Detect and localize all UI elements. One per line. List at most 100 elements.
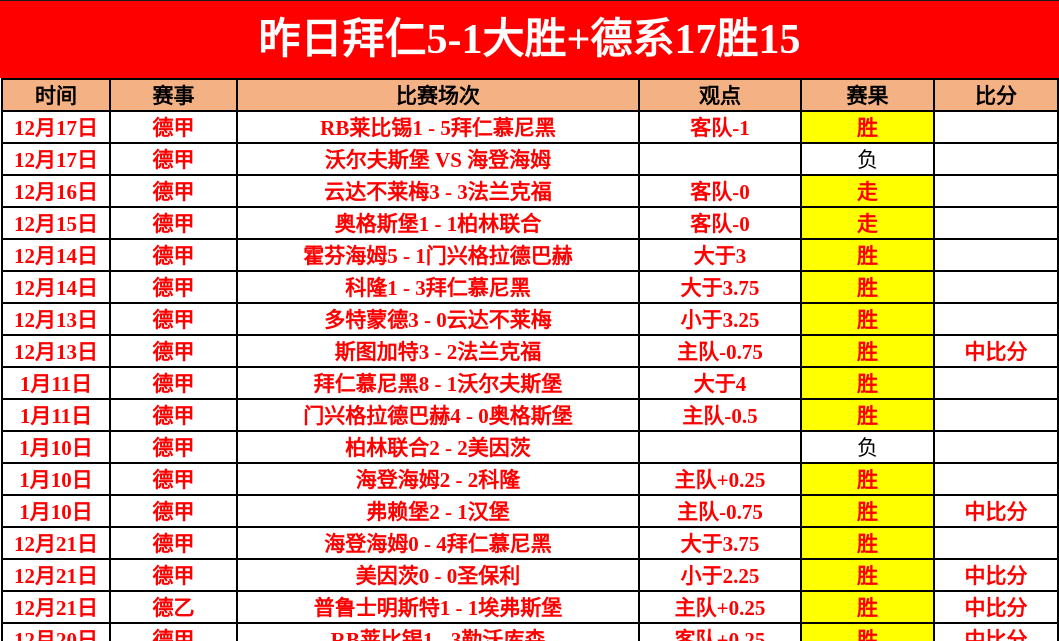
match-cell: 柏林联合2 - 2美因茨 <box>236 430 640 464</box>
score-cell <box>933 366 1059 400</box>
league-cell: 德甲 <box>109 238 238 272</box>
view-cell <box>638 142 802 176</box>
view-cell: 小于3.25 <box>638 302 802 336</box>
result-cell: 负 <box>800 142 935 176</box>
match-cell: 多特蒙德3 - 0云达不莱梅 <box>236 302 640 336</box>
score-cell <box>933 270 1059 304</box>
league-cell: 德甲 <box>109 110 238 144</box>
date-cell: 1月10日 <box>1 494 111 528</box>
view-cell: 主队-0.75 <box>638 334 802 368</box>
result-cell: 胜 <box>800 334 935 368</box>
view-cell: 大于4 <box>638 366 802 400</box>
league-cell: 德甲 <box>109 206 238 240</box>
league-cell: 德乙 <box>109 590 238 624</box>
score-cell: 中比分 <box>933 494 1059 528</box>
score-cell: 中比分 <box>933 558 1059 592</box>
score-cell <box>933 142 1059 176</box>
league-cell: 德甲 <box>109 462 238 496</box>
score-cell <box>933 174 1059 208</box>
result-cell: 胜 <box>800 558 935 592</box>
table-row: 12月20日 德甲 RB莱比锡1 - 3勒沃库森 客队+0.25 胜中比分 <box>1 622 1059 641</box>
header-row: 时间 赛事 比赛场次 观点 赛果 比分 <box>1 78 1059 112</box>
header-match: 比赛场次 <box>236 78 640 112</box>
score-cell: 中比分 <box>933 590 1059 624</box>
view-cell: 大于3 <box>638 238 802 272</box>
table-body: 12月17日 德甲 RB莱比锡1 - 5拜仁慕尼黑 客队-1 胜 12月17日 德甲 沃尔夫斯… <box>1 110 1059 641</box>
table-row: 12月17日 德甲 RB莱比锡1 - 5拜仁慕尼黑 客队-1 胜 <box>1 110 1059 144</box>
match-cell: 美因茨0 - 0圣保利 <box>236 558 640 592</box>
result-cell: 胜 <box>800 238 935 272</box>
result-cell: 胜 <box>800 398 935 432</box>
results-table: 时间 赛事 比赛场次 观点 赛果 比分 12月17日 德甲 RB莱比锡1 - 5拜仁… <box>1 78 1059 641</box>
score-cell <box>933 110 1059 144</box>
table-row: 12月17日 德甲 沃尔夫斯堡 VS 海登海姆 负 <box>1 142 1059 176</box>
view-cell: 主队+0.25 <box>638 462 802 496</box>
date-cell: 12月14日 <box>1 270 111 304</box>
result-cell: 走 <box>800 174 935 208</box>
match-cell: 弗赖堡2 - 1汉堡 <box>236 494 640 528</box>
page-title: 昨日拜仁5-1大胜+德系17胜15 <box>258 16 801 63</box>
result-cell: 胜 <box>800 494 935 528</box>
match-cell: 海登海姆0 - 4拜仁慕尼黑 <box>236 526 640 560</box>
result-cell: 胜 <box>800 526 935 560</box>
league-cell: 德甲 <box>109 334 238 368</box>
league-cell: 德甲 <box>109 302 238 336</box>
title-banner: 昨日拜仁5-1大胜+德系17胜15 <box>0 0 1059 78</box>
match-cell: 斯图加特3 - 2法兰克福 <box>236 334 640 368</box>
match-cell: 沃尔夫斯堡 VS 海登海姆 <box>236 142 640 176</box>
header-league: 赛事 <box>109 78 238 112</box>
header-view: 观点 <box>638 78 802 112</box>
date-cell: 12月21日 <box>1 590 111 624</box>
date-cell: 12月17日 <box>1 142 111 176</box>
score-cell <box>933 302 1059 336</box>
table-row: 1月11日 德甲 拜仁慕尼黑8 - 1沃尔夫斯堡 大于4 胜 <box>1 366 1059 400</box>
date-cell: 12月14日 <box>1 238 111 272</box>
result-cell: 负 <box>800 430 935 464</box>
table-header: 时间 赛事 比赛场次 观点 赛果 比分 <box>1 78 1059 112</box>
view-cell: 小于2.25 <box>638 558 802 592</box>
date-cell: 1月10日 <box>1 430 111 464</box>
header-score: 比分 <box>933 78 1059 112</box>
match-cell: RB莱比锡1 - 3勒沃库森 <box>236 622 640 641</box>
date-cell: 12月21日 <box>1 558 111 592</box>
result-cell: 胜 <box>800 366 935 400</box>
date-cell: 12月16日 <box>1 174 111 208</box>
date-cell: 1月10日 <box>1 462 111 496</box>
view-cell: 主队+0.25 <box>638 590 802 624</box>
result-cell: 胜 <box>800 270 935 304</box>
view-cell: 主队-0.5 <box>638 398 802 432</box>
league-cell: 德甲 <box>109 558 238 592</box>
table-row: 1月10日 德甲 海登海姆2 - 2科隆 主队+0.25 胜 <box>1 462 1059 496</box>
date-cell: 12月13日 <box>1 334 111 368</box>
score-cell <box>933 206 1059 240</box>
date-cell: 1月11日 <box>1 366 111 400</box>
league-cell: 德甲 <box>109 398 238 432</box>
table-row: 12月21日 德乙 普鲁士明斯特1 - 1埃弗斯堡 主队+0.25 胜中比分 <box>1 590 1059 624</box>
league-cell: 德甲 <box>109 366 238 400</box>
league-cell: 德甲 <box>109 622 238 641</box>
match-cell: 普鲁士明斯特1 - 1埃弗斯堡 <box>236 590 640 624</box>
score-cell <box>933 398 1059 432</box>
date-cell: 12月15日 <box>1 206 111 240</box>
result-cell: 胜 <box>800 302 935 336</box>
date-cell: 12月21日 <box>1 526 111 560</box>
table-row: 12月21日 德甲 海登海姆0 - 4拜仁慕尼黑 大于3.75 胜 <box>1 526 1059 560</box>
view-cell: 客队-0 <box>638 174 802 208</box>
view-cell: 客队-1 <box>638 110 802 144</box>
match-cell: 海登海姆2 - 2科隆 <box>236 462 640 496</box>
league-cell: 德甲 <box>109 270 238 304</box>
match-cell: 云达不莱梅3 - 3法兰克福 <box>236 174 640 208</box>
table-row: 12月16日 德甲 云达不莱梅3 - 3法兰克福 客队-0 走 <box>1 174 1059 208</box>
view-cell: 客队-0 <box>638 206 802 240</box>
view-cell: 主队-0.75 <box>638 494 802 528</box>
result-cell: 走 <box>800 206 935 240</box>
table-row: 12月21日 德甲 美因茨0 - 0圣保利 小于2.25 胜中比分 <box>1 558 1059 592</box>
score-cell: 中比分 <box>933 622 1059 641</box>
table-row: 1月10日 德甲 弗赖堡2 - 1汉堡 主队-0.75 胜中比分 <box>1 494 1059 528</box>
match-cell: 拜仁慕尼黑8 - 1沃尔夫斯堡 <box>236 366 640 400</box>
table-row: 12月14日 德甲 霍芬海姆5 - 1门兴格拉德巴赫 大于3 胜 <box>1 238 1059 272</box>
league-cell: 德甲 <box>109 430 238 464</box>
view-cell: 客队+0.25 <box>638 622 802 641</box>
score-cell: 中比分 <box>933 334 1059 368</box>
